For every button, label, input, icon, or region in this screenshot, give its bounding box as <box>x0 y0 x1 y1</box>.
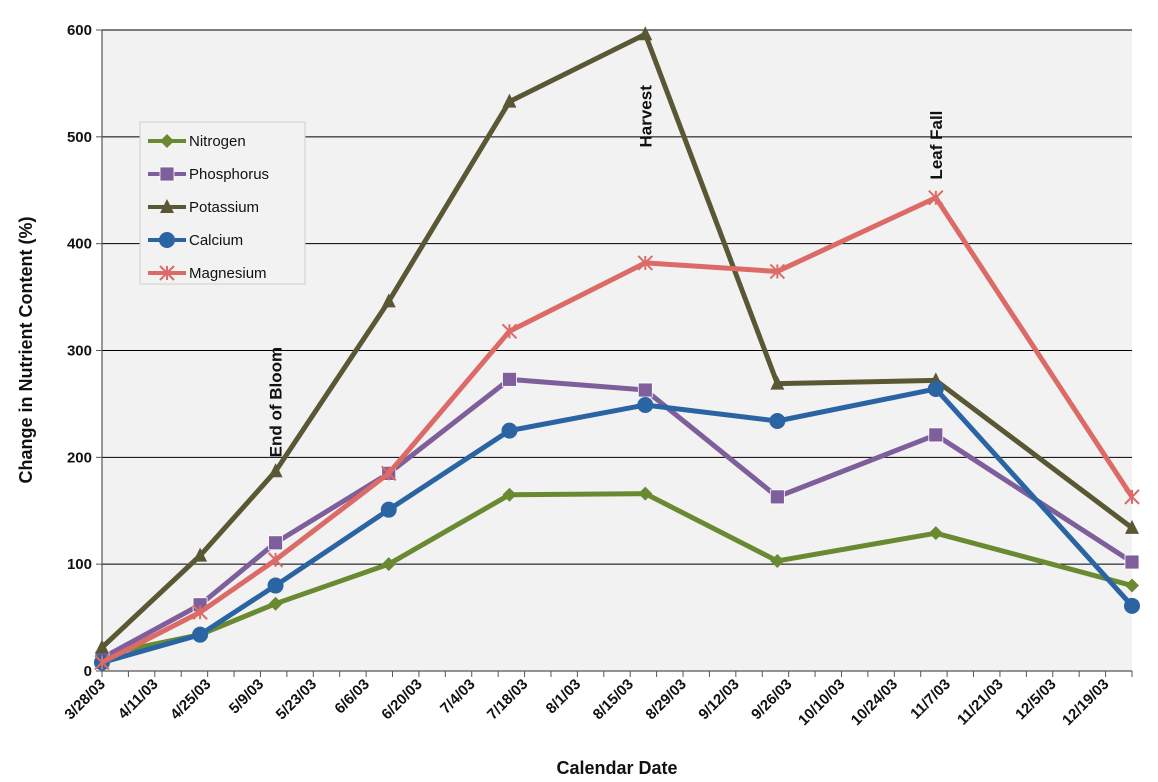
series-group <box>94 26 1140 671</box>
calcium-point <box>192 626 209 643</box>
potassium-point <box>770 375 785 390</box>
x-tick-label: 7/4/03 <box>437 676 479 718</box>
legend-item-nitrogen: Nitrogen <box>148 133 246 150</box>
y-tick-label: 200 <box>67 449 92 466</box>
legend-swatch-marker <box>159 166 175 182</box>
x-tick-label: 11/21/03 <box>954 676 1007 729</box>
x-tick-label: 8/15/03 <box>590 676 637 723</box>
series-magnesium <box>94 190 1140 671</box>
potassium-point <box>1125 519 1139 534</box>
nitrogen-point <box>928 526 943 541</box>
magnesium-point <box>769 263 786 280</box>
nitrogen-point <box>268 596 283 611</box>
x-tick-label: 4/11/03 <box>115 676 162 723</box>
legend-swatch-marker <box>159 265 175 281</box>
annotation-label: Harvest <box>636 85 655 148</box>
phosphorus-point <box>268 535 283 551</box>
x-tick-label: 8/1/03 <box>543 676 585 718</box>
legend-label: Phosphorus <box>189 166 269 183</box>
calcium-point <box>637 396 654 413</box>
y-tick-label: 300 <box>67 343 92 360</box>
series-calcium <box>94 380 1140 671</box>
potassium-point <box>638 26 653 41</box>
magnesium-point <box>381 465 397 482</box>
y-axis-ticks: 0 100 200 300 400 500 600 <box>67 22 102 680</box>
x-tick-label: 3/28/03 <box>61 676 108 723</box>
x-tick-label: 6/6/03 <box>331 676 373 718</box>
legend-label: Nitrogen <box>189 133 246 150</box>
potassium-point <box>268 463 283 478</box>
magnesium-point <box>928 190 944 206</box>
annotations-group: End of Bloom Harvest Leaf Fall <box>267 85 946 458</box>
phosphorus-point <box>1124 554 1140 570</box>
legend-item-calcium: Calcium <box>148 232 243 249</box>
legend-swatch-marker <box>159 232 175 248</box>
legend-item-potassium: Potassium <box>148 199 259 216</box>
legend-label: Magnesium <box>189 265 267 282</box>
x-tick-label: 10/10/03 <box>795 676 848 729</box>
y-tick-label: 500 <box>67 129 92 146</box>
x-tick-label: 9/26/03 <box>748 676 795 723</box>
phosphorus-point <box>769 489 785 505</box>
x-axis-title: Calendar Date <box>556 758 677 778</box>
x-tick-label: 12/5/03 <box>1012 676 1059 723</box>
magnesium-point <box>501 323 518 339</box>
nitrogen-point <box>502 487 517 502</box>
x-tick-label: 5/9/03 <box>226 676 268 718</box>
x-tick-label: 5/23/03 <box>273 676 320 723</box>
legend-item-phosphorus: Phosphorus <box>148 166 269 183</box>
calcium-point <box>1124 597 1140 614</box>
calcium-point <box>927 380 944 397</box>
magnesium-point <box>267 552 284 568</box>
legend-swatch-marker <box>160 199 174 213</box>
nitrogen-point <box>381 557 396 572</box>
x-tick-label: 6/20/03 <box>378 676 425 723</box>
potassium-point <box>381 293 396 308</box>
x-tick-label: 12/19/03 <box>1059 676 1112 729</box>
y-tick-label: 400 <box>67 236 92 253</box>
x-tick-label: 8/29/03 <box>642 676 689 723</box>
series-potassium <box>95 26 1139 654</box>
calcium-point <box>267 577 284 594</box>
y-tick-label: 100 <box>67 556 92 573</box>
legend-item-magnesium: Magnesium <box>148 265 267 282</box>
phosphorus-point <box>502 371 517 387</box>
y-tick-label: 0 <box>84 663 92 680</box>
x-tick-label: 11/7/03 <box>907 676 954 723</box>
x-axis-ticks: 3/28/03 4/11/03 4/25/03 5/9/03 5/23/03 6/6/03… <box>61 671 1133 729</box>
potassium-point <box>193 547 208 562</box>
nitrogen-point <box>1125 578 1139 593</box>
x-tick-label: 10/24/03 <box>848 676 901 729</box>
legend: Nitrogen Phosphorus Potassium Calcium Magnes… <box>139 121 306 285</box>
calcium-point <box>501 422 518 439</box>
calcium-point <box>769 413 786 430</box>
phosphorus-point <box>637 382 653 398</box>
phosphorus-point <box>928 427 944 443</box>
x-tick-label: 9/12/03 <box>695 676 742 723</box>
legend-label: Calcium <box>189 232 243 249</box>
magnesium-point <box>94 654 110 671</box>
nitrogen-point <box>638 486 653 501</box>
y-axis-title: Change in Nutrient Content (%) <box>16 217 36 484</box>
annotation-label: Leaf Fall <box>927 111 946 180</box>
x-tick-label: 7/18/03 <box>484 676 531 723</box>
magnesium-point <box>1124 489 1140 505</box>
potassium-point <box>502 93 517 108</box>
magnesium-point <box>192 604 208 620</box>
legend-swatch-marker <box>160 134 174 148</box>
nitrogen-point <box>770 553 785 568</box>
x-tick-label: 4/25/03 <box>167 676 214 723</box>
potassium-point <box>95 639 109 654</box>
legend-label: Potassium <box>189 199 259 216</box>
magnesium-point <box>637 255 654 271</box>
y-tick-label: 600 <box>67 22 92 39</box>
annotation-label: End of Bloom <box>267 347 286 457</box>
calcium-point <box>380 501 397 518</box>
